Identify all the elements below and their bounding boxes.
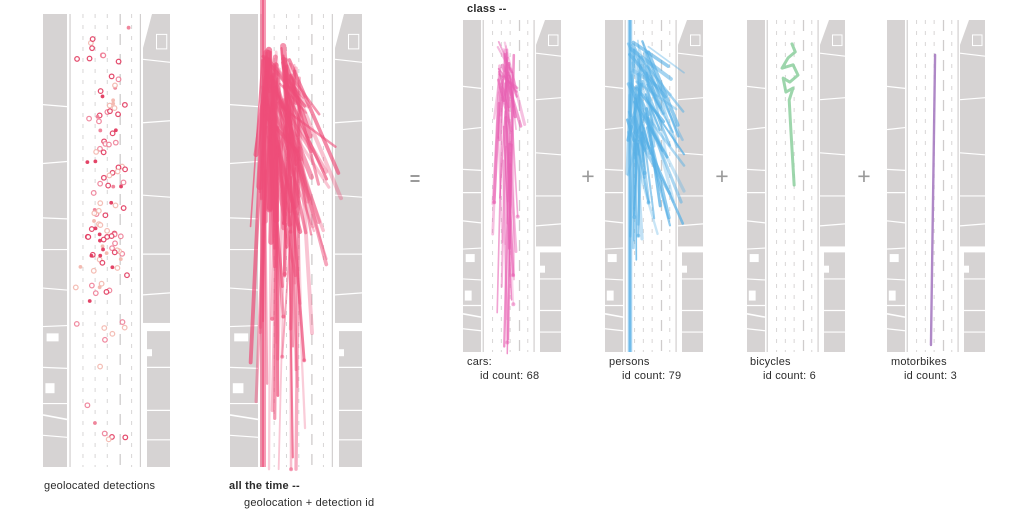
map-svg-cars <box>462 20 562 355</box>
class-id-count: id count: 68 <box>480 370 540 383</box>
map-motorbikes <box>886 20 986 352</box>
class-id-count: id count: 6 <box>763 370 816 383</box>
class-header-label: class -- <box>467 3 507 15</box>
all-time-caption-sub: geolocation + detection id <box>244 497 375 509</box>
detections-caption: geolocated detections <box>44 480 156 492</box>
map-persons <box>604 20 704 352</box>
equals-operator: = <box>409 169 421 189</box>
map-svg-detections <box>42 14 171 467</box>
caption-motorbikes: motorbikes id count: 3 <box>891 355 957 384</box>
map-svg-persons <box>604 20 704 352</box>
caption-persons: persons id count: 79 <box>609 355 681 384</box>
map-all-the-time <box>229 0 363 472</box>
map-bicycles <box>746 20 846 352</box>
class-name: cars: <box>467 356 492 368</box>
caption-bicycles: bicycles id count: 6 <box>750 355 816 384</box>
all-time-caption-title: all the time -- <box>229 480 300 492</box>
plus-operator-3: + <box>857 163 871 189</box>
plus-operator-1: + <box>581 163 595 189</box>
class-name: bicycles <box>750 356 791 368</box>
map-svg-all-time <box>229 0 363 472</box>
class-name: persons <box>609 356 650 368</box>
map-svg-motorbikes <box>886 20 986 352</box>
map-cars <box>462 20 562 355</box>
map-svg-bicycles <box>746 20 846 352</box>
plus-operator-2: + <box>715 163 729 189</box>
caption-cars: cars: id count: 68 <box>467 355 539 384</box>
class-name: motorbikes <box>891 356 947 368</box>
class-id-count: id count: 3 <box>904 370 957 383</box>
class-id-count: id count: 79 <box>622 370 682 383</box>
map-geolocated-detections <box>42 14 171 467</box>
